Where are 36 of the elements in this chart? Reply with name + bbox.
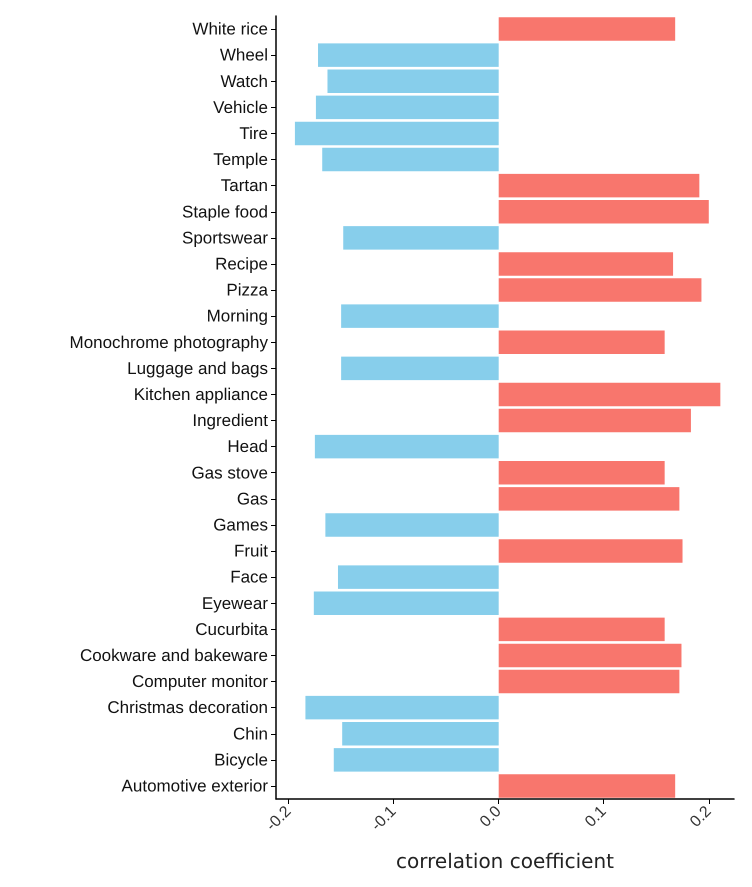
- y-tick-label: Luggage and bags: [127, 358, 268, 378]
- y-tick-label: Staple food: [182, 202, 268, 222]
- y-tick-label: White rice: [192, 20, 268, 39]
- x-axis-title: correlation coefficient: [396, 849, 614, 873]
- y-tick-label: Vehicle: [213, 98, 268, 117]
- x-tick-label: -0.1: [368, 802, 400, 834]
- y-tick-label: Gas stove: [191, 463, 268, 482]
- y-tick-label: Ingredient: [192, 411, 268, 430]
- y-tick-label: Fruit: [234, 542, 268, 561]
- y-tick-label: Computer monitor: [132, 672, 268, 692]
- y-tick-label: Kitchen appliance: [134, 384, 268, 404]
- y-tick-label: Morning: [206, 306, 268, 326]
- y-tick-label: Wheel: [220, 46, 268, 65]
- y-tick-label: Gas: [236, 489, 268, 508]
- y-tick-label: Christmas decoration: [107, 698, 268, 718]
- y-tick-label: Cookware and bakeware: [80, 646, 268, 665]
- x-tick-label: 0.2: [687, 802, 715, 831]
- y-tick-label: Pizza: [226, 280, 269, 300]
- y-tick-label: Eyewear: [202, 594, 268, 613]
- y-tick-label: Head: [227, 437, 268, 456]
- y-tick-label: Recipe: [215, 254, 268, 274]
- y-tick-label: Bicycle: [214, 750, 268, 770]
- y-tick-label: Chin: [233, 724, 268, 744]
- y-tick-label: Games: [213, 515, 268, 534]
- y-tick-label: Face: [230, 568, 268, 587]
- y-tick-label: Monochrome photography: [70, 332, 268, 352]
- y-tick-label: Tire: [239, 124, 268, 143]
- y-tick-label: Cucurbita: [195, 620, 269, 639]
- x-tick-label: 0.1: [582, 802, 610, 831]
- x-tick-label: 0.0: [476, 802, 505, 831]
- x-tick-label: -0.2: [263, 802, 295, 834]
- y-tick-label: Temple: [213, 150, 268, 170]
- y-tick-label: Watch: [220, 72, 268, 91]
- y-tick-label: Automotive exterior: [122, 776, 268, 796]
- y-tick-label: Sportswear: [182, 228, 268, 248]
- y-tick-label: Tartan: [220, 176, 268, 196]
